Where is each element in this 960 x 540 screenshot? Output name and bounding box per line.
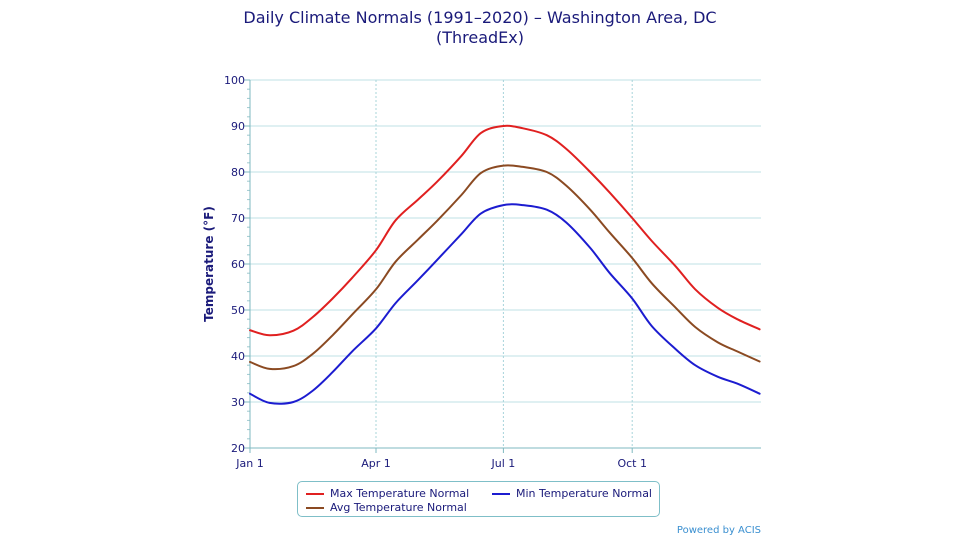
chart-title-line-1: Daily Climate Normals (1991–2020) – Wash… <box>243 8 717 27</box>
y-tick-label: 40 <box>231 350 245 363</box>
y-tick-label: 50 <box>231 304 245 317</box>
legend-item-min[interactable]: Min Temperature Normal <box>492 487 652 500</box>
chart-title: Daily Climate Normals (1991–2020) – Wash… <box>0 8 960 48</box>
series-line-max <box>249 124 761 337</box>
y-tick-label: 30 <box>231 396 245 409</box>
chart-legend: Max Temperature Normal Min Temperature N… <box>297 481 660 517</box>
y-tick-label: 60 <box>231 258 245 271</box>
legend-label-avg: Avg Temperature Normal <box>330 501 467 514</box>
powered-by-acis-link[interactable]: Powered by ACIS <box>676 525 761 536</box>
x-tick-label: Jan 1 <box>235 457 263 470</box>
legend-swatch-avg <box>306 506 324 509</box>
y-tick-label: 100 <box>224 74 245 87</box>
y-axis-label: Temperature (°F) <box>202 206 216 322</box>
x-tick-label: Apr 1 <box>361 457 391 470</box>
y-tick-label: 80 <box>231 166 245 179</box>
legend-item-avg[interactable]: Avg Temperature Normal <box>306 501 467 514</box>
series-line-min <box>249 203 761 405</box>
y-tick-label: 70 <box>231 212 245 225</box>
x-tick-label: Jul 1 <box>491 457 516 470</box>
y-tick-label: 90 <box>231 120 245 133</box>
legend-label-min: Min Temperature Normal <box>516 487 652 500</box>
x-tick-label: Oct 1 <box>617 457 647 470</box>
chart-title-line-2: (ThreadEx) <box>435 28 524 47</box>
legend-label-max: Max Temperature Normal <box>330 487 470 500</box>
legend-swatch-min <box>492 492 510 495</box>
legend-swatch-max <box>306 492 324 495</box>
legend-item-max[interactable]: Max Temperature Normal <box>306 487 469 500</box>
y-tick-label: 20 <box>231 442 245 455</box>
series-line-avg <box>249 164 761 371</box>
